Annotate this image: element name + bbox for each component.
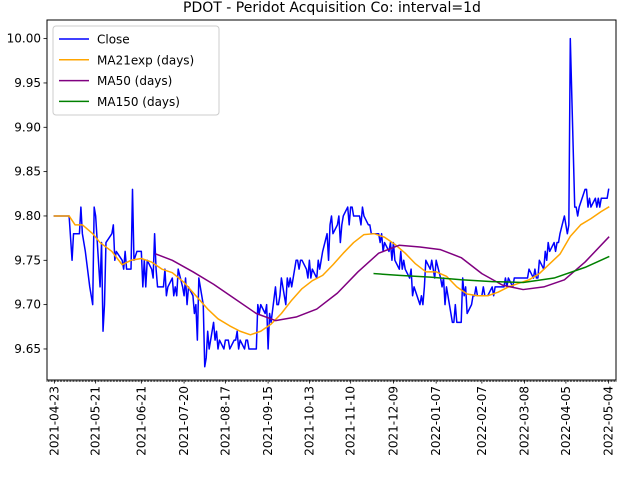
chart-title: PDOT - Peridot Acquisition Co: interval=… [183, 0, 481, 16]
x-tick-label: 2022-01-07 [429, 386, 443, 456]
y-tick-label: 9.65 [14, 342, 41, 356]
legend-label-close: Close [97, 33, 130, 47]
x-tick-label: 2021-04-23 [47, 386, 61, 456]
y-tick-label: 9.80 [14, 209, 41, 223]
y-axis: 9.65 9.70 9.75 9.80 9.85 9.90 9.95 10.00 [7, 32, 47, 356]
plot-area [53, 37, 610, 368]
series-line-ma50-days [155, 236, 610, 322]
x-tick-label: 2021-11-10 [344, 386, 358, 456]
legend: Close MA21exp (days) MA50 (days) MA150 (day… [52, 25, 220, 116]
series-line-close [53, 37, 610, 368]
x-tick-label: 2021-10-13 [302, 386, 316, 456]
legend-box [52, 25, 220, 116]
y-tick-label: 9.75 [14, 253, 41, 267]
y-tick-label: 10.00 [7, 32, 41, 46]
x-tick-label: 2022-04-05 [559, 386, 573, 456]
x-tick-label: 2021-08-17 [218, 386, 232, 456]
y-tick-label: 9.70 [14, 298, 41, 312]
y-tick-label: 9.85 [14, 165, 41, 179]
legend-label-ma50-days: MA50 (days) [97, 74, 172, 88]
x-tick-label: 2021-09-15 [261, 386, 275, 456]
y-tick-label: 9.90 [14, 120, 41, 134]
x-tick-label: 2021-06-21 [134, 386, 148, 456]
x-tick-label: 2022-03-08 [518, 386, 532, 456]
x-tick-label: 2021-12-09 [386, 386, 400, 456]
series-line-ma150-days [373, 255, 610, 284]
y-tick-label: 9.95 [14, 76, 41, 90]
legend-label-ma150-days: MA150 (days) [97, 95, 180, 109]
x-tick-label: 2022-05-04 [602, 386, 616, 456]
x-axis: 2021-04-23 2021-05-21 2021-06-21 2021-07-20… [46, 380, 617, 456]
x-tick-label: 2021-07-20 [177, 386, 191, 456]
series-line-ma21exp-days [53, 206, 610, 336]
legend-label-ma21exp-days: MA21exp (days) [97, 53, 194, 67]
x-tick-label: 2022-02-07 [475, 386, 489, 456]
x-tick-label: 2021-05-21 [89, 386, 103, 456]
